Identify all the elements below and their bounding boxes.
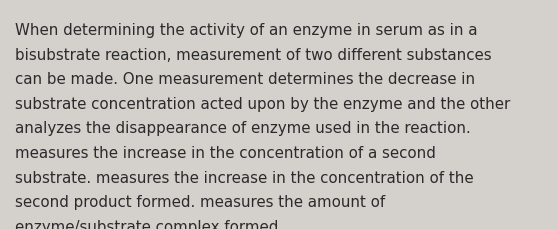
Text: can be made. One measurement determines the decrease in: can be made. One measurement determines … [15, 72, 475, 87]
Text: bisubstrate reaction, measurement of two different substances: bisubstrate reaction, measurement of two… [15, 47, 492, 62]
Text: substrate. measures the increase in the concentration of the: substrate. measures the increase in the … [15, 170, 474, 185]
Text: enzyme/substrate complex formed.: enzyme/substrate complex formed. [15, 219, 283, 229]
Text: analyzes the disappearance of enzyme used in the reaction.: analyzes the disappearance of enzyme use… [15, 121, 471, 136]
Text: substrate concentration acted upon by the enzyme and the other: substrate concentration acted upon by th… [15, 96, 511, 111]
Text: measures the increase in the concentration of a second: measures the increase in the concentrati… [15, 145, 436, 160]
Text: When determining the activity of an enzyme in serum as in a: When determining the activity of an enzy… [15, 23, 478, 38]
Text: second product formed. measures the amount of: second product formed. measures the amou… [15, 194, 386, 209]
